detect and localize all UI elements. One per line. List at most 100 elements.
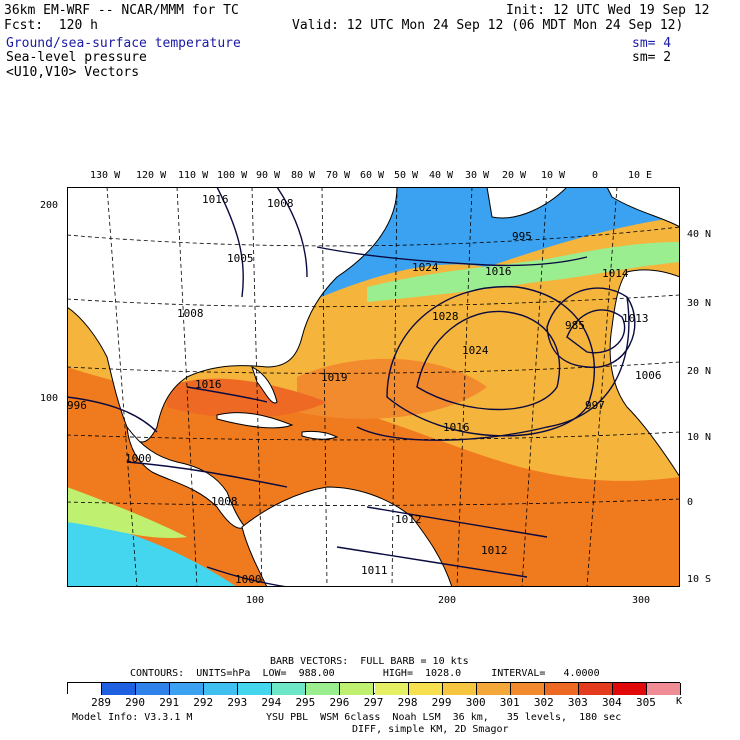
forecast-hour: Fcst: 120 h [4,18,98,33]
colorbar-tick-label: 294 [261,696,282,709]
grid-y-label: 200 [40,200,59,211]
colorbar-swatch [544,683,579,695]
lon-label: 10 E [628,170,653,181]
lon-label: 80 W [291,170,316,181]
init-time: Init: 12 UTC Wed 19 Sep 12 [506,3,710,18]
lat-label: 20 N [687,366,712,377]
colorbar-swatch [272,683,307,695]
field-vectors: <U10,V10> Vectors [6,65,140,80]
isobar-label: 1012 [395,513,422,526]
africa [609,269,680,478]
isobar-label: 985 [565,319,585,332]
lon-label: 40 W [429,170,454,181]
isobar-label: 1016 [195,378,222,391]
colorbar-tick-label: 304 [601,696,622,709]
colorbar-swatch [510,683,545,695]
colorbar-swatch [102,683,137,695]
graticule [67,187,680,587]
grid-x-label: 100 [246,595,265,606]
colorbar-unit: K [676,696,683,707]
colorbar [67,682,681,695]
isobar-label: 1008 [211,495,238,508]
colorbar-swatch [68,683,103,695]
pacific-transition [67,487,187,539]
isobar-label: 1016 [202,193,229,206]
lon-label: 60 W [360,170,385,181]
isobar-label: 1016 [443,421,470,434]
lon-label: 50 W [394,170,419,181]
lon-label: 10 W [541,170,566,181]
lat-label: 0 [687,497,694,508]
colorbar-swatch [442,683,477,695]
colorbar-swatch [578,683,613,695]
lon-label: 110 W [178,170,209,181]
north-america [67,187,398,443]
transition-band [367,242,680,302]
colorbar-swatch [476,683,511,695]
isobar-label: 1016 [485,265,512,278]
isobar-label: 1006 [635,369,662,382]
weather-map: 1016 1008 1005 1008 1024 1016 1028 1024 … [67,187,680,587]
colorbar-tick-label: 299 [431,696,452,709]
contour-info: CONTOURS: UNITS=hPa LOW= 988.00 HIGH= 10… [130,668,600,679]
grid-x-label: 200 [438,595,457,606]
colorbar-tick-label: 289 [91,696,111,709]
isobar-label: 1024 [412,261,439,274]
lat-label: 40 N [687,229,712,240]
isobar-label: 1008 [267,197,294,210]
cuba [216,412,294,429]
lon-label: 30 W [465,170,490,181]
map-frame [67,187,680,587]
isobar-label: 997 [585,399,605,412]
isobar-label: 1012 [481,544,508,557]
field-ground-temp-sm: sm= 4 [632,36,672,51]
isobar-label: 1011 [361,564,388,577]
colorbar-tick-label: 298 [397,696,418,709]
grid-x-label: 300 [632,595,651,606]
field-slp: Sea-level pressure [6,50,147,65]
colorbar-swatch [408,683,443,695]
colorbar-swatch [612,683,647,695]
isobar-label: 1019 [321,371,348,384]
lon-label: 130 W [90,170,121,181]
colorbar-swatch [340,683,375,695]
lon-label: 0 [592,170,599,181]
colorbar-tick-label: 291 [159,696,180,709]
isobar-label: 1013 [622,312,649,325]
plot-title: 36km EM-WRF -- NCAR/MMM for TC [4,3,239,18]
colorbar-tick-label: 301 [499,696,520,709]
lon-label: 90 W [256,170,281,181]
cool-pacific [67,517,237,587]
model-info: Model Info: V3.3.1 M [72,712,193,723]
isobar-label: 1000 [125,452,152,465]
colorbar-tick-label: 305 [636,696,656,709]
warm-ocean-patch [297,358,487,419]
grid-y-label: 100 [40,393,59,404]
colorbar-swatch [204,683,239,695]
colorbar-tick-label: 300 [465,696,486,709]
florida [251,366,278,404]
field-ground-temp: Ground/sea-surface temperature [6,36,241,51]
lon-label: 70 W [326,170,351,181]
field-slp-sm: sm= 2 [632,50,672,65]
isobar-label: 1000 [235,573,262,586]
isobar-label: 1028 [432,310,459,323]
physics-info: YSU PBL WSM 6class Noah LSM 36 km, 35 le… [266,712,622,723]
colorbar-swatch [306,683,341,695]
colorbar-swatch [238,683,273,695]
colorbar-tick-label: 293 [227,696,248,709]
isobars [67,187,636,587]
isobar-label: 1024 [462,344,489,357]
isobar-label: 1005 [227,252,254,265]
colorbar-tick-label: 297 [363,696,384,709]
hispaniola [301,430,339,440]
diffusion-info: DIFF, simple KM, 2D Smagor [352,724,509,735]
lon-label: 20 W [502,170,527,181]
colorbar-swatch [136,683,171,695]
colorbar-tick-label: 303 [567,696,588,709]
isobar-label: 1008 [177,307,204,320]
colorbar-swatch [646,683,681,695]
lon-label: 100 W [217,170,248,181]
colorbar-swatch [374,683,409,695]
isobar-label: 996 [67,399,87,412]
